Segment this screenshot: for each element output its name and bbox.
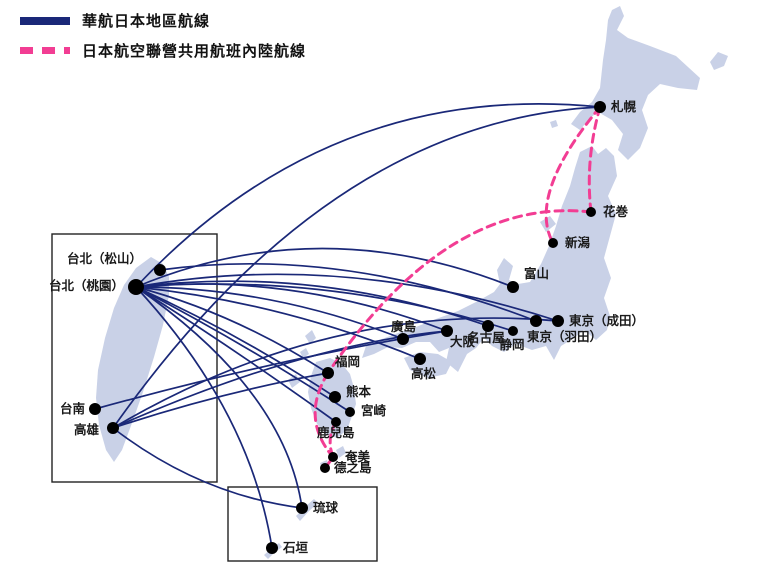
cal-route-line-swatch [20,16,70,25]
city-dot-ryukyu [296,502,308,514]
city-dot-taipei-songshan [154,264,166,276]
city-dot-shizuoka [508,326,518,336]
amami-islet [336,446,346,458]
city-dot-fukuoka [322,367,334,379]
city-label-osaka: 大阪 [450,334,476,349]
city-label-shizuoka: 静岡 [499,337,524,352]
jal-codeshare-label: 日本航空聯營共用航班內陸航線 [82,43,307,60]
city-label-toyama: 富山 [524,266,549,281]
city-label-taipei-taoyuan: 台北（桃園） [49,278,124,293]
taiwan-box [51,233,218,483]
city-dot-kaohsiung [107,422,119,434]
city-dot-ishigaki [266,542,278,554]
route-layer [94,103,602,549]
legend-item-cal: 華航日本地區航線 [20,10,306,31]
cal-route-label: 華航日本地區航線 [82,13,211,30]
route-taipei-songshan-tokyo-haneda [159,262,537,322]
city-dot-tokyo-narita [552,315,564,327]
city-label-sapporo: 札幌 [610,99,637,114]
city-label-miyazaki: 宮崎 [361,403,387,418]
city-dot-kumamoto [329,391,341,403]
city-dot-osaka [441,325,453,337]
city-dot-toyama [507,281,519,293]
route-taipei-taoyuan-miyazaki [135,286,351,413]
city-dot-tokyo-haneda [530,315,542,327]
city-dot-niigata [548,238,558,248]
inset-box-layer [51,233,378,562]
city-label-tokunoshima: 德之島 [334,460,372,475]
city-label-takamatsu: 高松 [411,366,437,381]
city-dot-taipei-taoyuan [128,279,144,295]
city-label-hiroshima: 廣島 [391,319,417,334]
route-taipei-taoyuan-takamatsu [135,286,421,360]
city-label-ryukyu: 琉球 [313,500,339,515]
ryukyu-box [227,486,378,562]
legend: 華航日本地區航線 日本航空聯營共用航班內陸航線 [20,10,306,70]
route-taipei-taoyuan-ryukyu [135,286,303,509]
route-sapporo-niigata [544,105,602,245]
route-taipei-taoyuan-sapporo [135,103,601,288]
route-taipei-taoyuan-ishigaki [135,286,273,549]
route-taipei-taoyuan-kumamoto [135,286,336,398]
hokkaido-island [571,6,700,160]
city-label-kagoshima: 鹿兒島 [317,425,355,440]
route-taipei-taoyuan-nagoya [135,280,489,327]
northeast-islets [710,52,728,70]
city-dot-tokunoshima [320,463,330,473]
city-label-amami: 奄美 [344,449,371,464]
jal-codeshare-line-swatch [20,47,70,54]
route-taipei-taoyuan-osaka [135,283,448,332]
honshu-island [362,146,617,372]
city-dot-sapporo [594,101,606,113]
city-label-tokyo-narita: 東京（成田） [569,313,644,328]
legend-item-jal: 日本航空聯營共用航班內陸航線 [20,40,306,61]
city-label-hanamaki: 花巻 [603,204,629,219]
route-kaohsiung-sapporo [112,106,601,429]
route-taipei-taoyuan-hiroshima [135,286,404,340]
city-dot-tainan [89,403,101,415]
landmass-layer [96,6,728,559]
taiwan-island [96,257,169,462]
city-dot-kagoshima [331,417,341,427]
city-dot-hanamaki [586,207,596,217]
city-label-nagoya: 名古屋 [467,330,505,345]
route-fukuoka-amami [313,371,335,459]
city-label-ishigaki: 石垣 [282,540,309,555]
route-kaohsiung-fukuoka [112,372,329,429]
route-kaohsiung-ryukyu [112,427,303,509]
city-label-kumamoto: 熊本 [346,384,372,399]
city-dot-miyazaki [345,407,355,417]
city-label-kaohsiung: 高雄 [74,422,100,437]
okushiri-islet [550,120,558,128]
city-label-taipei-songshan: 台北（松山） [67,251,142,266]
route-taipei-taoyuan-fukuoka [135,286,329,374]
city-label-niigata: 新潟 [565,235,591,250]
city-dot-nagoya [482,320,494,332]
route-hanamaki-fukuoka [326,209,593,375]
city-label-tainan: 台南 [60,401,86,416]
city-label-tokyo-haneda: 東京（羽田） [527,329,602,344]
route-taipei-taoyuan-toyama [135,247,514,288]
city-label-fukuoka: 福岡 [334,354,360,369]
route-kaohsiung-tokyo-narita [112,317,559,429]
city-dot-takamatsu [414,353,426,365]
route-taipei-taoyuan-tokyo-narita [135,273,559,322]
route-taipei-taoyuan-kagoshima [135,286,337,423]
city-dot-amami [328,452,338,462]
iki-islet [300,348,309,358]
tsushima-islet [305,330,316,344]
city-dot-hiroshima [397,333,409,345]
city-dot-layer [89,101,606,554]
